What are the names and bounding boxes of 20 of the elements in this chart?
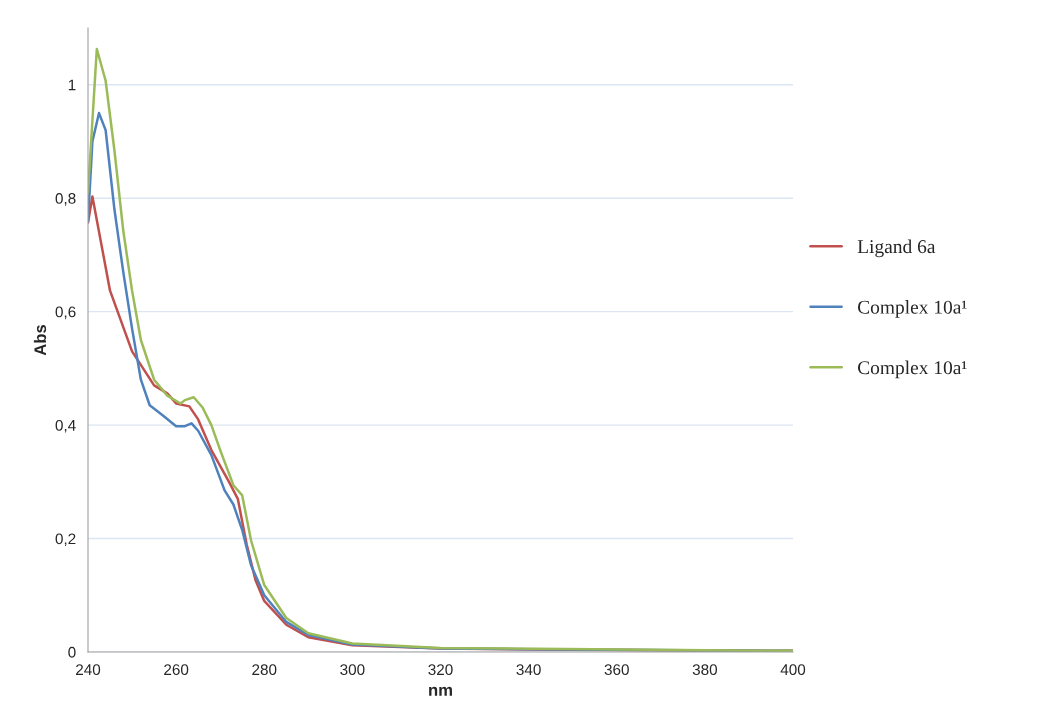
x-tick-label: 380 [692, 664, 718, 676]
y-tick-label: 0,4 [55, 419, 76, 433]
x-tick-label: 320 [428, 664, 453, 676]
x-tick-label: 340 [516, 664, 541, 676]
x-tick-label: 280 [252, 664, 277, 676]
x-tick-label: 240 [76, 664, 101, 676]
x-tick-label: 260 [164, 664, 189, 676]
y-axis-title: Abs [33, 324, 47, 356]
x-axis-title: nm [429, 686, 452, 696]
x-tick-label: 400 [780, 664, 806, 676]
y-tick-label: 0 [68, 646, 76, 658]
x-tick-label: 300 [340, 664, 365, 676]
y-tick-label: 0,6 [55, 306, 76, 320]
legend-label: Ligand 6a [857, 239, 936, 258]
y-tick-label: 0,8 [55, 193, 76, 206]
legend-label: Complex 10a¹ [857, 300, 967, 318]
y-tick-label: 1 [68, 79, 76, 91]
y-tick-label: 0,2 [55, 533, 76, 547]
legend-label: Complex 10a¹ [857, 360, 967, 379]
x-tick-label: 360 [604, 664, 629, 676]
